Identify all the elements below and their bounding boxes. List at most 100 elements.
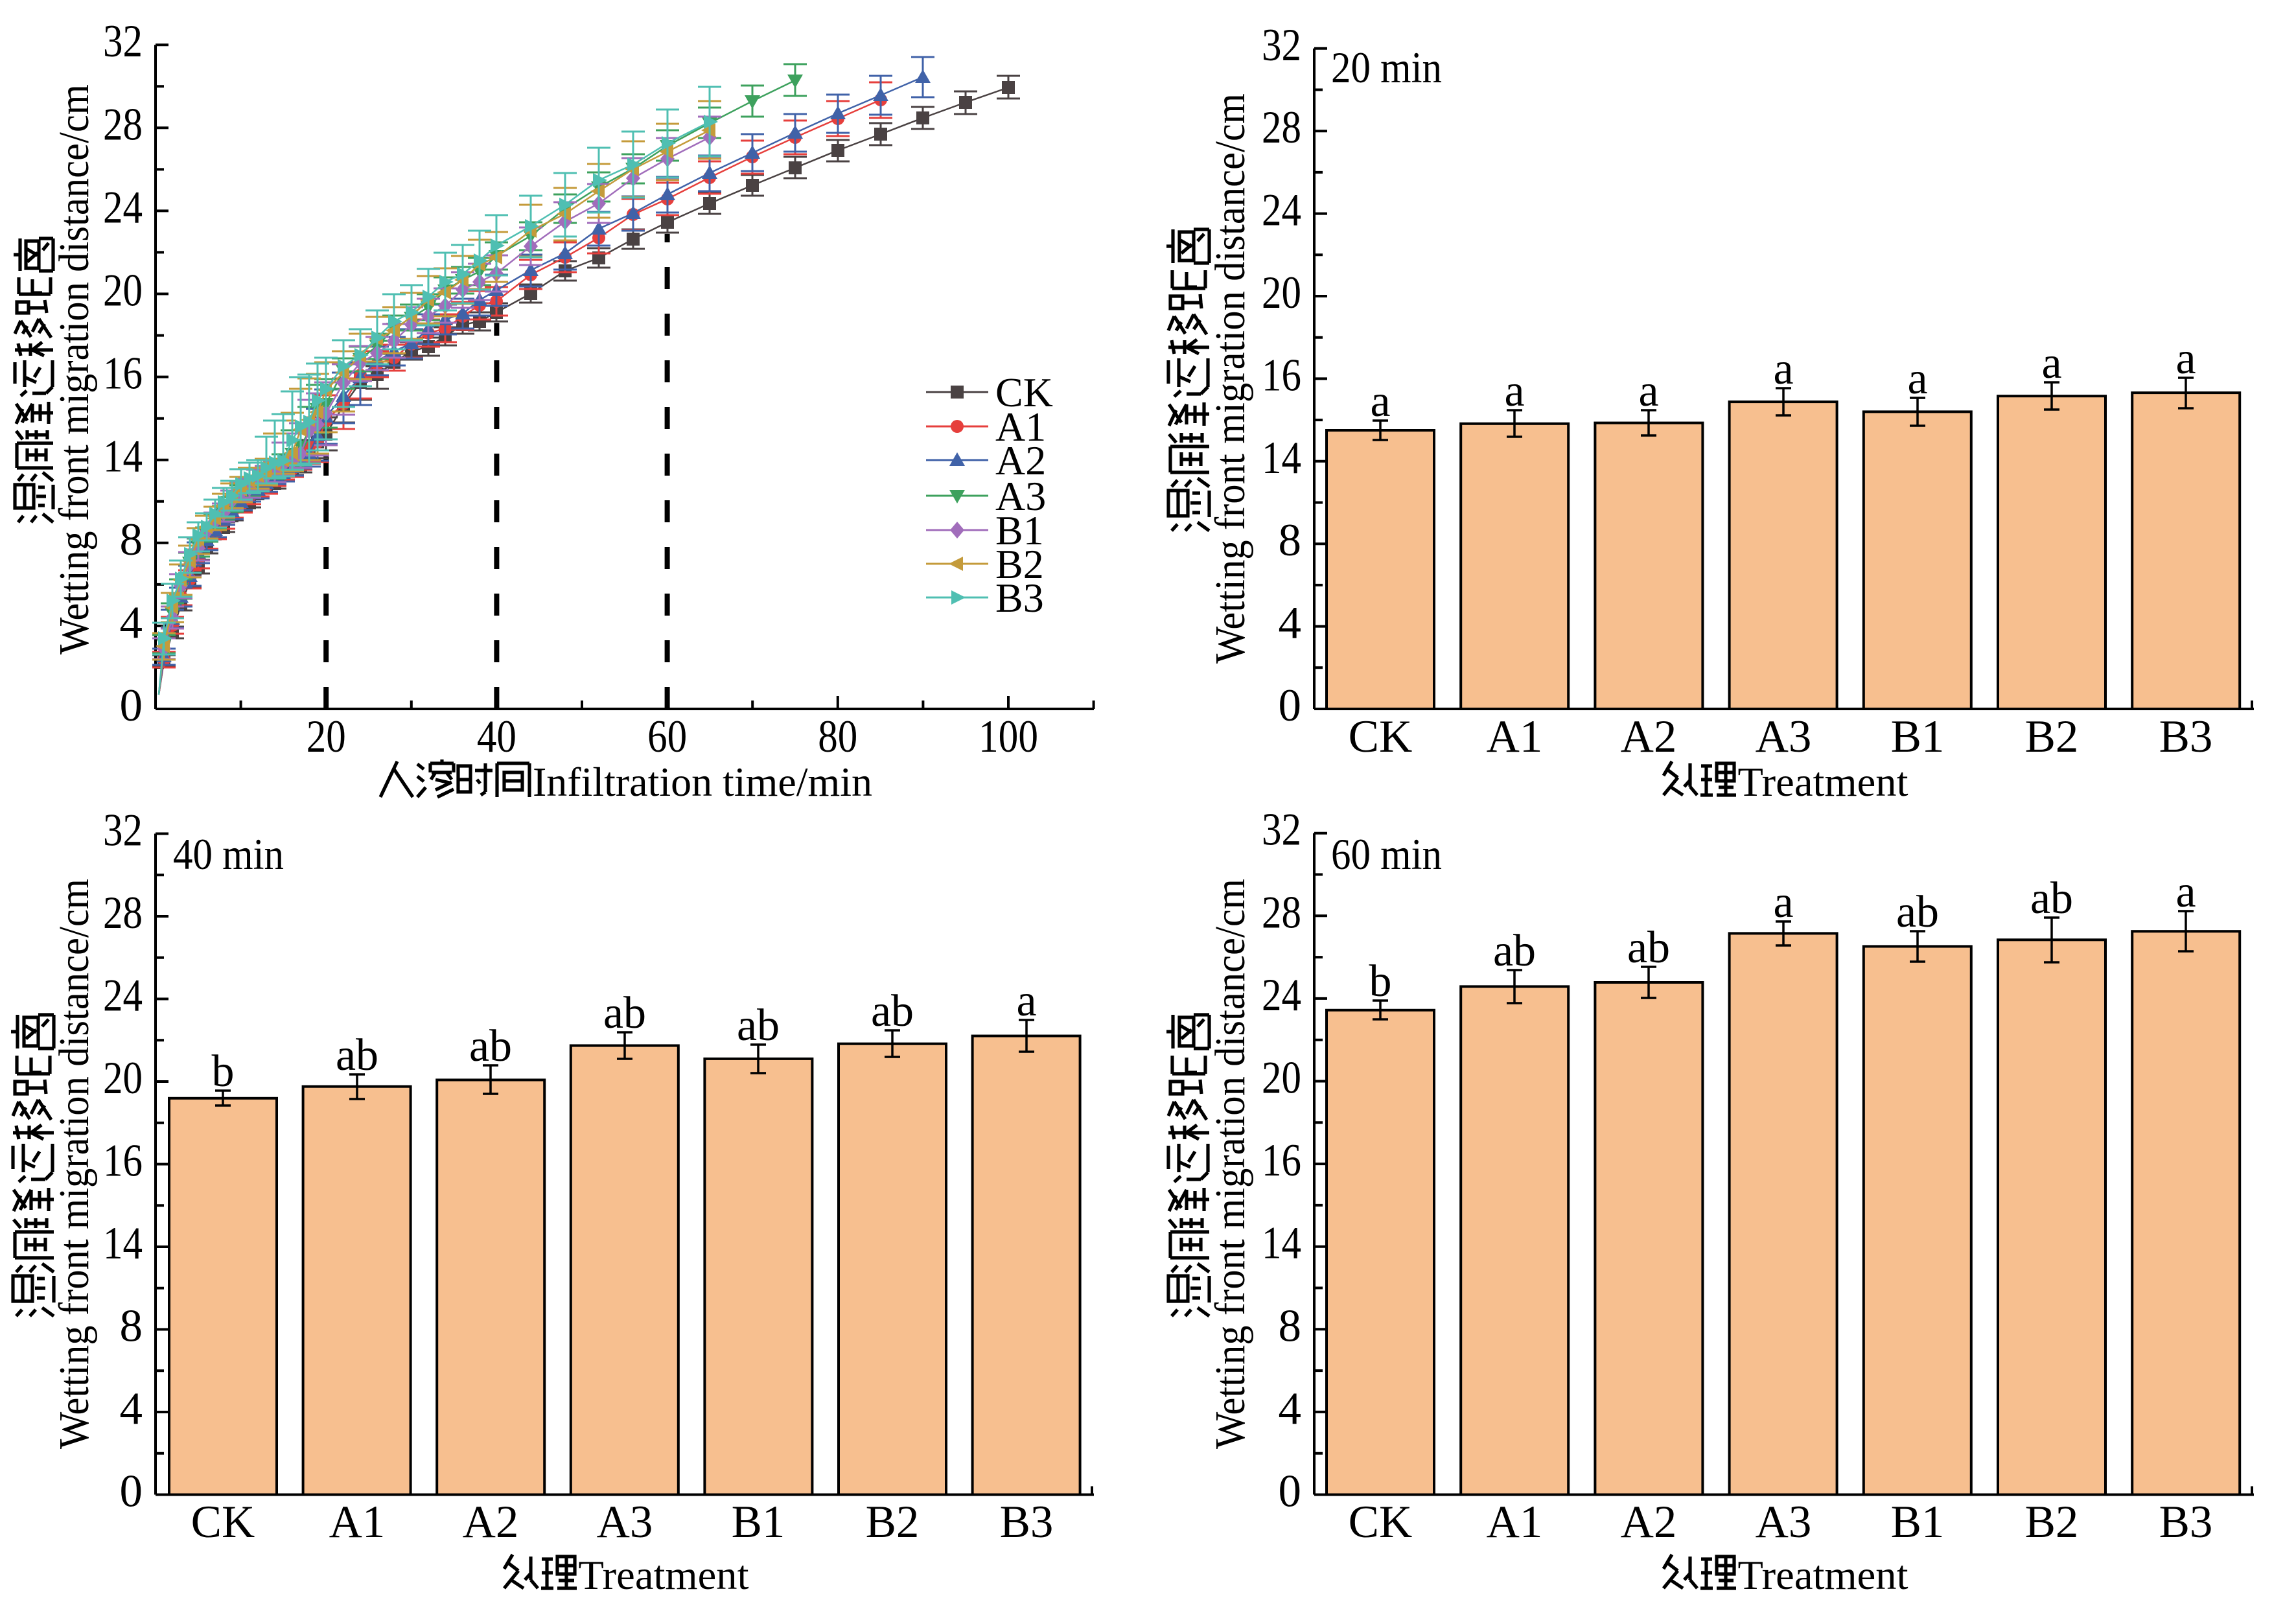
- svg-text:a: a: [2175, 867, 2196, 917]
- svg-text:Wetting front migration distan: Wetting front migration distance/cm: [51, 84, 98, 654]
- svg-text:B3: B3: [1000, 1497, 1054, 1547]
- svg-text:40: 40: [477, 712, 516, 762]
- svg-text:20: 20: [103, 266, 143, 316]
- svg-text:a: a: [1370, 376, 1390, 426]
- svg-text:ab: ab: [1493, 926, 1536, 976]
- svg-text:4: 4: [120, 1384, 143, 1434]
- svg-text:ab: ab: [1627, 923, 1670, 973]
- svg-text:20: 20: [1262, 1053, 1301, 1104]
- svg-text:Infiltration time/min: Infiltration time/min: [533, 759, 872, 805]
- svg-text:0: 0: [1279, 1466, 1302, 1517]
- svg-text:14: 14: [103, 432, 143, 482]
- svg-text:8: 8: [120, 515, 143, 565]
- svg-text:B2: B2: [2025, 712, 2079, 762]
- svg-text:20: 20: [103, 1053, 143, 1104]
- svg-text:b: b: [1369, 956, 1392, 1006]
- svg-text:B1: B1: [1891, 1497, 1945, 1547]
- svg-text:ab: ab: [336, 1030, 378, 1080]
- svg-text:100: 100: [979, 712, 1038, 762]
- svg-text:ab: ab: [737, 1001, 780, 1050]
- svg-text:ab: ab: [603, 988, 646, 1038]
- svg-text:4: 4: [1279, 598, 1302, 649]
- svg-text:Treatment: Treatment: [1738, 759, 1908, 805]
- svg-text:28: 28: [1262, 887, 1301, 938]
- svg-text:b: b: [212, 1047, 235, 1096]
- svg-text:A2: A2: [463, 1497, 519, 1547]
- svg-text:a: a: [1907, 354, 1927, 404]
- svg-text:a: a: [2175, 334, 2196, 384]
- svg-text:32: 32: [1262, 20, 1301, 71]
- svg-text:A2: A2: [1621, 712, 1677, 762]
- svg-text:B2: B2: [2025, 1497, 2079, 1547]
- svg-text:a: a: [1638, 366, 1658, 416]
- svg-text:A3: A3: [1756, 1497, 1812, 1547]
- svg-text:32: 32: [103, 805, 143, 856]
- svg-text:14: 14: [1262, 433, 1301, 483]
- svg-text:ab: ab: [871, 986, 914, 1036]
- svg-text:0: 0: [120, 1466, 143, 1517]
- svg-text:CK: CK: [995, 369, 1053, 415]
- svg-text:80: 80: [818, 712, 857, 762]
- svg-text:20: 20: [1262, 268, 1301, 318]
- svg-text:Treatment: Treatment: [1738, 1552, 1908, 1598]
- svg-text:a: a: [1504, 366, 1524, 416]
- svg-text:14: 14: [1262, 1218, 1301, 1269]
- svg-text:A1: A1: [1487, 1497, 1543, 1547]
- svg-text:60 min: 60 min: [1331, 829, 1442, 879]
- svg-text:28: 28: [1262, 102, 1301, 153]
- svg-text:Wetting front migration distan: Wetting front migration distance/cm: [51, 879, 98, 1449]
- svg-text:0: 0: [120, 680, 143, 731]
- svg-text:Wetting front migration distan: Wetting front migration distance/cm: [1207, 879, 1254, 1449]
- svg-text:24: 24: [1262, 185, 1301, 236]
- svg-text:14: 14: [103, 1218, 143, 1269]
- svg-text:28: 28: [103, 99, 143, 150]
- svg-text:ab: ab: [469, 1021, 512, 1071]
- svg-text:B3: B3: [2159, 712, 2213, 762]
- svg-text:CK: CK: [1349, 1497, 1413, 1547]
- svg-text:B3: B3: [995, 575, 1044, 621]
- svg-text:28: 28: [103, 888, 143, 938]
- svg-text:A3: A3: [995, 473, 1046, 519]
- svg-text:CK: CK: [191, 1497, 255, 1547]
- svg-text:60: 60: [647, 712, 687, 762]
- svg-text:A1: A1: [329, 1497, 386, 1547]
- svg-text:A3: A3: [1756, 712, 1812, 762]
- svg-text:ab: ab: [2030, 874, 2073, 923]
- svg-text:20: 20: [307, 712, 346, 762]
- svg-text:a: a: [1773, 344, 1793, 394]
- svg-text:A1: A1: [1487, 712, 1543, 762]
- svg-text:Treatment: Treatment: [579, 1552, 749, 1598]
- svg-text:A2: A2: [1621, 1497, 1677, 1547]
- svg-text:B1: B1: [1891, 712, 1945, 762]
- svg-text:A1: A1: [995, 404, 1046, 450]
- svg-text:32: 32: [1262, 805, 1301, 855]
- svg-text:4: 4: [120, 597, 143, 648]
- svg-text:20 min: 20 min: [1331, 43, 1442, 92]
- svg-text:24: 24: [103, 182, 143, 233]
- svg-text:0: 0: [1279, 680, 1302, 731]
- svg-text:CK: CK: [1349, 712, 1413, 762]
- svg-text:16: 16: [103, 1136, 143, 1187]
- svg-text:ab: ab: [1896, 887, 1939, 937]
- svg-text:B2: B2: [995, 541, 1044, 587]
- svg-text:a: a: [2041, 338, 2061, 388]
- svg-text:16: 16: [1262, 350, 1301, 400]
- svg-text:A3: A3: [597, 1497, 653, 1547]
- svg-text:16: 16: [103, 349, 143, 399]
- svg-text:B1: B1: [732, 1497, 785, 1547]
- svg-text:24: 24: [103, 971, 143, 1021]
- svg-text:B1: B1: [995, 507, 1044, 553]
- svg-text:8: 8: [1279, 1301, 1302, 1351]
- svg-text:32: 32: [103, 16, 143, 67]
- svg-text:8: 8: [120, 1301, 143, 1352]
- svg-text:4: 4: [1279, 1384, 1302, 1434]
- svg-text:8: 8: [1279, 515, 1302, 566]
- svg-text:Wetting front migration distan: Wetting front migration distance/cm: [1207, 93, 1254, 664]
- svg-text:a: a: [1016, 976, 1036, 1026]
- svg-text:40 min: 40 min: [173, 829, 284, 879]
- svg-text:16: 16: [1262, 1135, 1301, 1186]
- svg-text:A2: A2: [995, 437, 1046, 483]
- svg-text:a: a: [1773, 877, 1793, 927]
- svg-text:B3: B3: [2159, 1497, 2213, 1547]
- svg-text:24: 24: [1262, 970, 1301, 1021]
